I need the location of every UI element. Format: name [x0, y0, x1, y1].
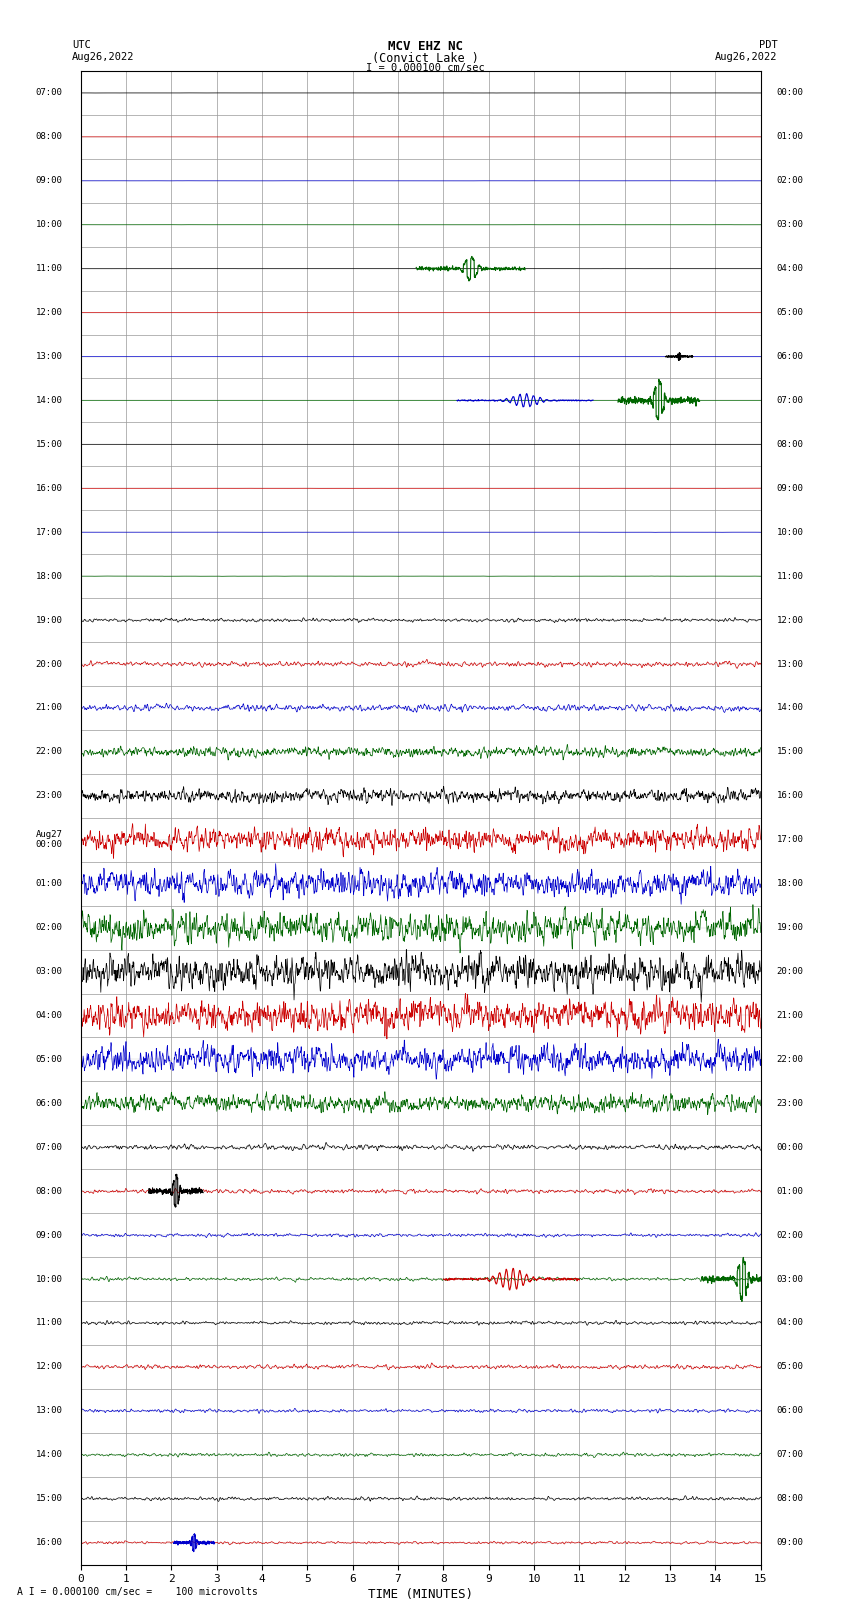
Text: Aug26,2022: Aug26,2022	[715, 52, 778, 61]
Text: 07:00: 07:00	[777, 1450, 803, 1460]
Text: 18:00: 18:00	[777, 879, 803, 889]
Text: 07:00: 07:00	[777, 395, 803, 405]
Text: 15:00: 15:00	[36, 1494, 63, 1503]
Text: 23:00: 23:00	[36, 792, 63, 800]
Text: 05:00: 05:00	[777, 1363, 803, 1371]
Text: 03:00: 03:00	[777, 1274, 803, 1284]
Text: 04:00: 04:00	[777, 265, 803, 273]
Text: MCV EHZ NC: MCV EHZ NC	[388, 40, 462, 53]
Text: 06:00: 06:00	[777, 352, 803, 361]
Text: 20:00: 20:00	[36, 660, 63, 668]
Text: 13:00: 13:00	[777, 660, 803, 668]
Text: 19:00: 19:00	[777, 923, 803, 932]
Text: 08:00: 08:00	[36, 1187, 63, 1195]
Text: 07:00: 07:00	[36, 89, 63, 97]
Text: 00:00: 00:00	[777, 1142, 803, 1152]
Text: 22:00: 22:00	[777, 1055, 803, 1065]
Text: 05:00: 05:00	[36, 1055, 63, 1065]
Text: 16:00: 16:00	[777, 792, 803, 800]
Text: UTC: UTC	[72, 40, 91, 50]
Text: 21:00: 21:00	[777, 1011, 803, 1019]
Text: 09:00: 09:00	[36, 1231, 63, 1240]
Text: I = 0.000100 cm/sec: I = 0.000100 cm/sec	[366, 63, 484, 73]
Text: 18:00: 18:00	[36, 571, 63, 581]
Text: 02:00: 02:00	[36, 923, 63, 932]
Text: 14:00: 14:00	[36, 395, 63, 405]
Text: 05:00: 05:00	[777, 308, 803, 318]
Text: 06:00: 06:00	[777, 1407, 803, 1415]
Text: PDT: PDT	[759, 40, 778, 50]
Text: 19:00: 19:00	[36, 616, 63, 624]
Text: (Convict Lake ): (Convict Lake )	[371, 52, 479, 65]
Text: 10:00: 10:00	[36, 221, 63, 229]
Text: 22:00: 22:00	[36, 747, 63, 756]
Text: 02:00: 02:00	[777, 1231, 803, 1240]
Text: 11:00: 11:00	[777, 571, 803, 581]
Text: 09:00: 09:00	[36, 176, 63, 185]
Text: 08:00: 08:00	[777, 1494, 803, 1503]
Text: 03:00: 03:00	[36, 968, 63, 976]
Text: 17:00: 17:00	[777, 836, 803, 844]
Text: 11:00: 11:00	[36, 1318, 63, 1327]
Text: 01:00: 01:00	[777, 132, 803, 142]
Text: 04:00: 04:00	[36, 1011, 63, 1019]
Text: 21:00: 21:00	[36, 703, 63, 713]
Text: 12:00: 12:00	[777, 616, 803, 624]
Text: 10:00: 10:00	[777, 527, 803, 537]
Text: 06:00: 06:00	[36, 1098, 63, 1108]
Text: Aug26,2022: Aug26,2022	[72, 52, 135, 61]
X-axis label: TIME (MINUTES): TIME (MINUTES)	[368, 1589, 473, 1602]
Text: 13:00: 13:00	[36, 352, 63, 361]
Text: 23:00: 23:00	[777, 1098, 803, 1108]
Text: 09:00: 09:00	[777, 1539, 803, 1547]
Text: 03:00: 03:00	[777, 221, 803, 229]
Text: 04:00: 04:00	[777, 1318, 803, 1327]
Text: A I = 0.000100 cm/sec =    100 microvolts: A I = 0.000100 cm/sec = 100 microvolts	[17, 1587, 258, 1597]
Text: 15:00: 15:00	[777, 747, 803, 756]
Text: 08:00: 08:00	[36, 132, 63, 142]
Text: 15:00: 15:00	[36, 440, 63, 448]
Text: 14:00: 14:00	[36, 1450, 63, 1460]
Text: 14:00: 14:00	[777, 703, 803, 713]
Text: 17:00: 17:00	[36, 527, 63, 537]
Text: Aug27
00:00: Aug27 00:00	[36, 831, 63, 850]
Text: 01:00: 01:00	[777, 1187, 803, 1195]
Text: 11:00: 11:00	[36, 265, 63, 273]
Text: 16:00: 16:00	[36, 484, 63, 494]
Text: 08:00: 08:00	[777, 440, 803, 448]
Text: 09:00: 09:00	[777, 484, 803, 494]
Text: 20:00: 20:00	[777, 968, 803, 976]
Text: 07:00: 07:00	[36, 1142, 63, 1152]
Text: 16:00: 16:00	[36, 1539, 63, 1547]
Text: 10:00: 10:00	[36, 1274, 63, 1284]
Text: 02:00: 02:00	[777, 176, 803, 185]
Text: 00:00: 00:00	[777, 89, 803, 97]
Text: 12:00: 12:00	[36, 1363, 63, 1371]
Text: 12:00: 12:00	[36, 308, 63, 318]
Text: 01:00: 01:00	[36, 879, 63, 889]
Text: 13:00: 13:00	[36, 1407, 63, 1415]
